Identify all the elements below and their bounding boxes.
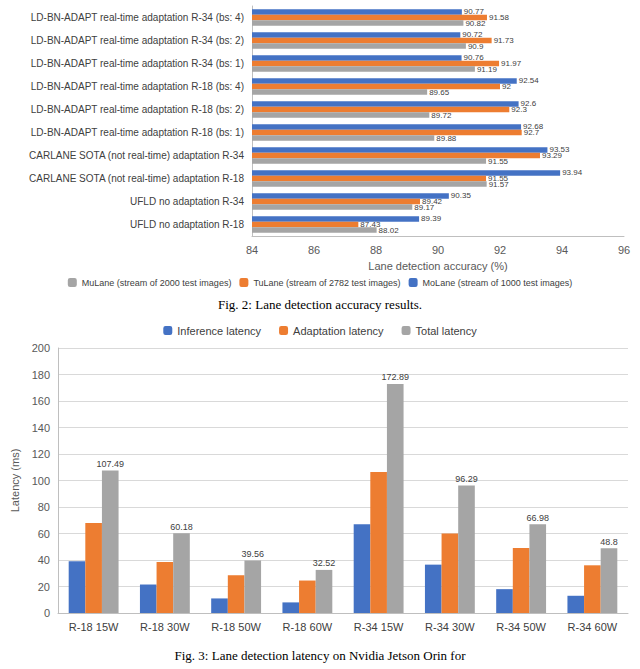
- svg-text:60: 60: [38, 528, 50, 540]
- svg-text:R-18 60W: R-18 60W: [283, 621, 333, 633]
- svg-text:200: 200: [32, 342, 50, 354]
- svg-text:93.53: 93.53: [549, 145, 570, 155]
- svg-text:Latency (ms): Latency (ms): [9, 449, 21, 513]
- svg-text:R-34 60W: R-34 60W: [568, 621, 618, 633]
- svg-text:140: 140: [32, 422, 50, 434]
- svg-text:LD-BN-ADAPT real-time adaptati: LD-BN-ADAPT real-time adaptation R-18 (b…: [31, 81, 244, 92]
- svg-text:172.89: 172.89: [381, 372, 409, 382]
- svg-text:92.6: 92.6: [520, 99, 537, 109]
- svg-text:93.29: 93.29: [542, 151, 563, 160]
- svg-text:92: 92: [502, 82, 511, 91]
- svg-text:90.35: 90.35: [451, 191, 472, 200]
- svg-text:88.02: 88.02: [379, 226, 400, 235]
- svg-text:91.55: 91.55: [488, 157, 509, 166]
- svg-text:91.73: 91.73: [494, 36, 515, 45]
- svg-text:89.39: 89.39: [421, 214, 442, 223]
- svg-text:40: 40: [38, 554, 50, 566]
- svg-text:Inference latency: Inference latency: [177, 325, 261, 337]
- svg-text:39.56: 39.56: [241, 549, 264, 559]
- svg-text:89.72: 89.72: [431, 111, 452, 120]
- svg-text:91.58: 91.58: [489, 13, 510, 22]
- svg-text:Fig. 2: Lane detection accurac: Fig. 2: Lane detection accuracy results.: [218, 297, 422, 312]
- svg-text:48.8: 48.8: [600, 537, 618, 547]
- svg-text:R-18 15W: R-18 15W: [69, 621, 119, 633]
- svg-text:Adaptation latency: Adaptation latency: [293, 325, 384, 337]
- svg-text:92.68: 92.68: [523, 122, 544, 132]
- svg-text:88: 88: [370, 244, 382, 256]
- svg-text:CARLANE SOTA (not real-time) a: CARLANE SOTA (not real-time) adaptation …: [29, 173, 244, 184]
- svg-text:92.54: 92.54: [519, 76, 540, 85]
- svg-text:80: 80: [38, 501, 50, 513]
- svg-text:92.3: 92.3: [511, 105, 527, 114]
- svg-text:120: 120: [32, 448, 50, 460]
- svg-text:UFLD no adaptation R-34: UFLD no adaptation R-34: [130, 196, 244, 207]
- svg-text:90.76: 90.76: [464, 53, 485, 62]
- svg-text:180: 180: [32, 369, 50, 381]
- svg-text:84: 84: [246, 244, 258, 256]
- svg-text:LD-BN-ADAPT real-time adaptati: LD-BN-ADAPT real-time adaptation R-34 (b…: [31, 12, 244, 23]
- svg-text:91.55: 91.55: [488, 174, 509, 183]
- svg-text:94: 94: [556, 244, 568, 256]
- svg-text:UFLD no adaptation R-18: UFLD no adaptation R-18: [130, 219, 244, 230]
- svg-text:90.9: 90.9: [468, 42, 484, 51]
- svg-text:Lane detection accuracy (%): Lane detection accuracy (%): [368, 260, 507, 272]
- svg-text:86: 86: [308, 244, 320, 256]
- svg-text:R-34 50W: R-34 50W: [496, 621, 546, 633]
- svg-text:92.7: 92.7: [524, 128, 540, 137]
- svg-text:LD-BN-ADAPT real-time adaptati: LD-BN-ADAPT real-time adaptation R-18 (b…: [31, 127, 244, 138]
- svg-text:90: 90: [432, 244, 444, 256]
- svg-text:Fig. 3: Lane detection latency: Fig. 3: Lane detection latency on Nvidia…: [175, 648, 467, 663]
- svg-text:89.65: 89.65: [429, 88, 450, 97]
- svg-text:96: 96: [618, 244, 630, 256]
- svg-text:32.52: 32.52: [313, 558, 336, 568]
- svg-text:90.77: 90.77: [464, 7, 485, 16]
- svg-text:90.72: 90.72: [462, 30, 483, 39]
- svg-text:MoLane (stream of 1000 test im: MoLane (stream of 1000 test images): [423, 278, 573, 288]
- svg-text:60.18: 60.18: [170, 522, 193, 532]
- svg-text:LD-BN-ADAPT real-time adaptati: LD-BN-ADAPT real-time adaptation R-34 (b…: [31, 35, 244, 46]
- svg-text:CARLANE SOTA (not real-time) a: CARLANE SOTA (not real-time) adaptation …: [29, 150, 244, 161]
- svg-text:MuLane (stream of 2000 test im: MuLane (stream of 2000 test images): [82, 278, 232, 288]
- svg-text:R-34 30W: R-34 30W: [425, 621, 475, 633]
- svg-text:LD-BN-ADAPT real-time adaptati: LD-BN-ADAPT real-time adaptation R-18 (b…: [31, 104, 244, 115]
- svg-text:89.88: 89.88: [436, 134, 457, 143]
- svg-text:91.57: 91.57: [489, 180, 510, 189]
- svg-text:Total latency: Total latency: [416, 325, 478, 337]
- svg-text:89.42: 89.42: [422, 197, 443, 206]
- svg-text:R-18 30W: R-18 30W: [140, 621, 190, 633]
- svg-text:TuLane (stream of 2782 test im: TuLane (stream of 2782 test images): [253, 278, 400, 288]
- svg-text:92: 92: [494, 244, 506, 256]
- svg-text:20: 20: [38, 581, 50, 593]
- svg-text:R-18 50W: R-18 50W: [211, 621, 261, 633]
- svg-text:93.94: 93.94: [562, 168, 583, 177]
- svg-text:87.43: 87.43: [360, 220, 381, 229]
- svg-text:66.98: 66.98: [526, 513, 549, 523]
- svg-text:91.97: 91.97: [501, 59, 522, 68]
- svg-text:96.29: 96.29: [455, 474, 478, 484]
- svg-text:89.17: 89.17: [414, 203, 435, 212]
- svg-text:R-34 15W: R-34 15W: [354, 621, 404, 633]
- svg-text:0: 0: [44, 607, 50, 619]
- svg-text:90.82: 90.82: [465, 19, 486, 28]
- svg-text:LD-BN-ADAPT real-time adaptati: LD-BN-ADAPT real-time adaptation R-34 (b…: [31, 58, 244, 69]
- svg-text:107.49: 107.49: [96, 459, 124, 469]
- svg-text:100: 100: [32, 475, 50, 487]
- svg-text:91.19: 91.19: [477, 65, 498, 74]
- svg-text:160: 160: [32, 395, 50, 407]
